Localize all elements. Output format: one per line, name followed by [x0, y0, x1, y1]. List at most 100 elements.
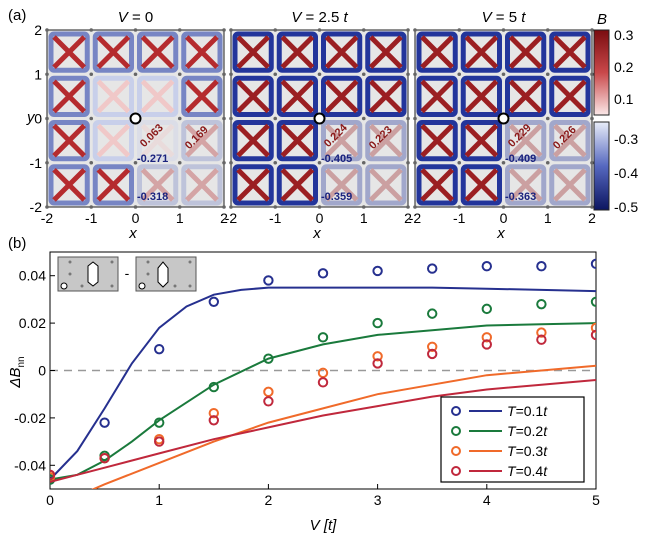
data-point [99, 452, 110, 464]
diagonal-bond [368, 123, 403, 158]
lattice-x-tick: 0 [316, 210, 324, 226]
plaquette [460, 164, 502, 206]
panel-a-ylabel: y [26, 109, 36, 126]
cb-tick-neg-0.3: -0.3 [614, 131, 638, 147]
plaquette [505, 75, 547, 117]
plaquette-edge [137, 120, 179, 162]
diagonal-bond [420, 79, 455, 114]
diagonal-bond [236, 167, 271, 202]
lattice-site [222, 28, 226, 32]
diagonal-bond [280, 35, 315, 70]
plaquette-edge [365, 164, 407, 206]
diagonal-bond [368, 35, 403, 70]
data-point [590, 296, 596, 307]
legend-label: T=0.4t [507, 463, 548, 479]
plaquette [365, 164, 407, 206]
lattice-site [501, 160, 506, 165]
data-point [481, 332, 492, 343]
lattice-site [45, 160, 49, 165]
lattice-site [413, 72, 417, 77]
data-point [208, 296, 220, 307]
data-point [536, 261, 547, 272]
lattice-site [413, 205, 417, 209]
legend-entry-2: T=0.2t [451, 423, 548, 439]
plaquette-edge [365, 75, 407, 117]
lattice-x-tick: 1 [544, 210, 552, 226]
plaquette [181, 120, 223, 162]
legend-marker [451, 426, 461, 436]
diagonal-bond [236, 79, 271, 114]
plaquette [365, 120, 407, 162]
diagonal-bond [324, 35, 359, 70]
plaquette-edge [460, 120, 502, 162]
diagonal-bond [52, 123, 87, 158]
lattice-x-tick: -1 [85, 210, 98, 226]
diagonal-bond [324, 123, 359, 158]
lattice-site [133, 28, 138, 32]
plaquette [321, 31, 363, 73]
diagonal-bond [324, 167, 359, 202]
plaquette-edge [321, 31, 363, 73]
diagonal-bond [508, 167, 543, 202]
data-point [317, 367, 329, 379]
plaquette-edge [321, 75, 363, 117]
plaquette-edge [321, 120, 363, 162]
lattice-site [501, 28, 506, 32]
y-axis-label: ΔBnn [7, 356, 27, 388]
plaquette-edge [505, 75, 547, 117]
lattice-site [361, 205, 366, 209]
plaquette [232, 31, 274, 73]
delta-b-plot: 0 1 2 3 4 5 0.04 0.02 0 -0.02 -0.04 V [t] ΔBnn T=0.1t… [7, 251, 600, 534]
plaquette-edge [505, 120, 547, 162]
plaquette-edge [276, 31, 318, 73]
diagonal-bond [140, 123, 175, 158]
inset-minus: - [125, 265, 130, 281]
plaquette [460, 75, 502, 117]
data-point [372, 351, 383, 362]
inset-impurity-right [138, 282, 146, 290]
lattice-title-1: V = 0 [118, 9, 153, 26]
diagonal-bond [368, 167, 403, 202]
plaquette-edge [460, 31, 502, 73]
diagonal-bond [552, 123, 587, 158]
lattice-site [273, 116, 278, 121]
diagonal-bond [184, 167, 219, 202]
lattice-site [229, 205, 233, 209]
lattice-site [545, 160, 550, 165]
lattice-panel-2: V = 2.5 t0.224 0.223-0.405-0.359-2 -1 0 1 2 [225, 9, 412, 226]
diagonal-bond [324, 79, 359, 114]
lattice-x-tick: -2 [409, 210, 422, 226]
lattice-y-tick: 2 [34, 22, 42, 38]
plaquette [416, 164, 458, 206]
diagonal-bond [552, 167, 587, 202]
diagonal-bond [280, 167, 315, 202]
data-point [208, 407, 220, 419]
lattice-site [501, 72, 506, 77]
diagonal-bond [508, 123, 543, 158]
lattice-y-tick: 0 [34, 111, 42, 127]
data-point [317, 332, 329, 343]
data-point [372, 265, 383, 277]
plaquette [321, 164, 363, 206]
lattice-y-tick: 1 [34, 66, 42, 82]
legend-marker [451, 446, 461, 456]
data-point [536, 334, 547, 345]
data-point [154, 417, 165, 428]
lattice-site [273, 28, 278, 32]
series-4 [50, 329, 596, 483]
plaquette [137, 120, 179, 162]
lattice-x-tick: 2 [588, 210, 596, 226]
plaquette-edge [460, 75, 502, 117]
plaquette [232, 164, 274, 206]
data-point [481, 303, 492, 315]
legend: T=0.1t T=0.2t T=0.3t T=0.4t [440, 396, 585, 483]
diagonal-bond [184, 123, 219, 158]
data-point [590, 258, 596, 270]
diagonal-bond [96, 79, 131, 114]
diagonal-bond [140, 167, 175, 202]
plaquette-edge [365, 120, 407, 162]
data-point [263, 386, 274, 398]
diagonal-bond [96, 167, 131, 202]
diagonal-bond [140, 79, 175, 114]
plaquette-edge [92, 31, 134, 73]
